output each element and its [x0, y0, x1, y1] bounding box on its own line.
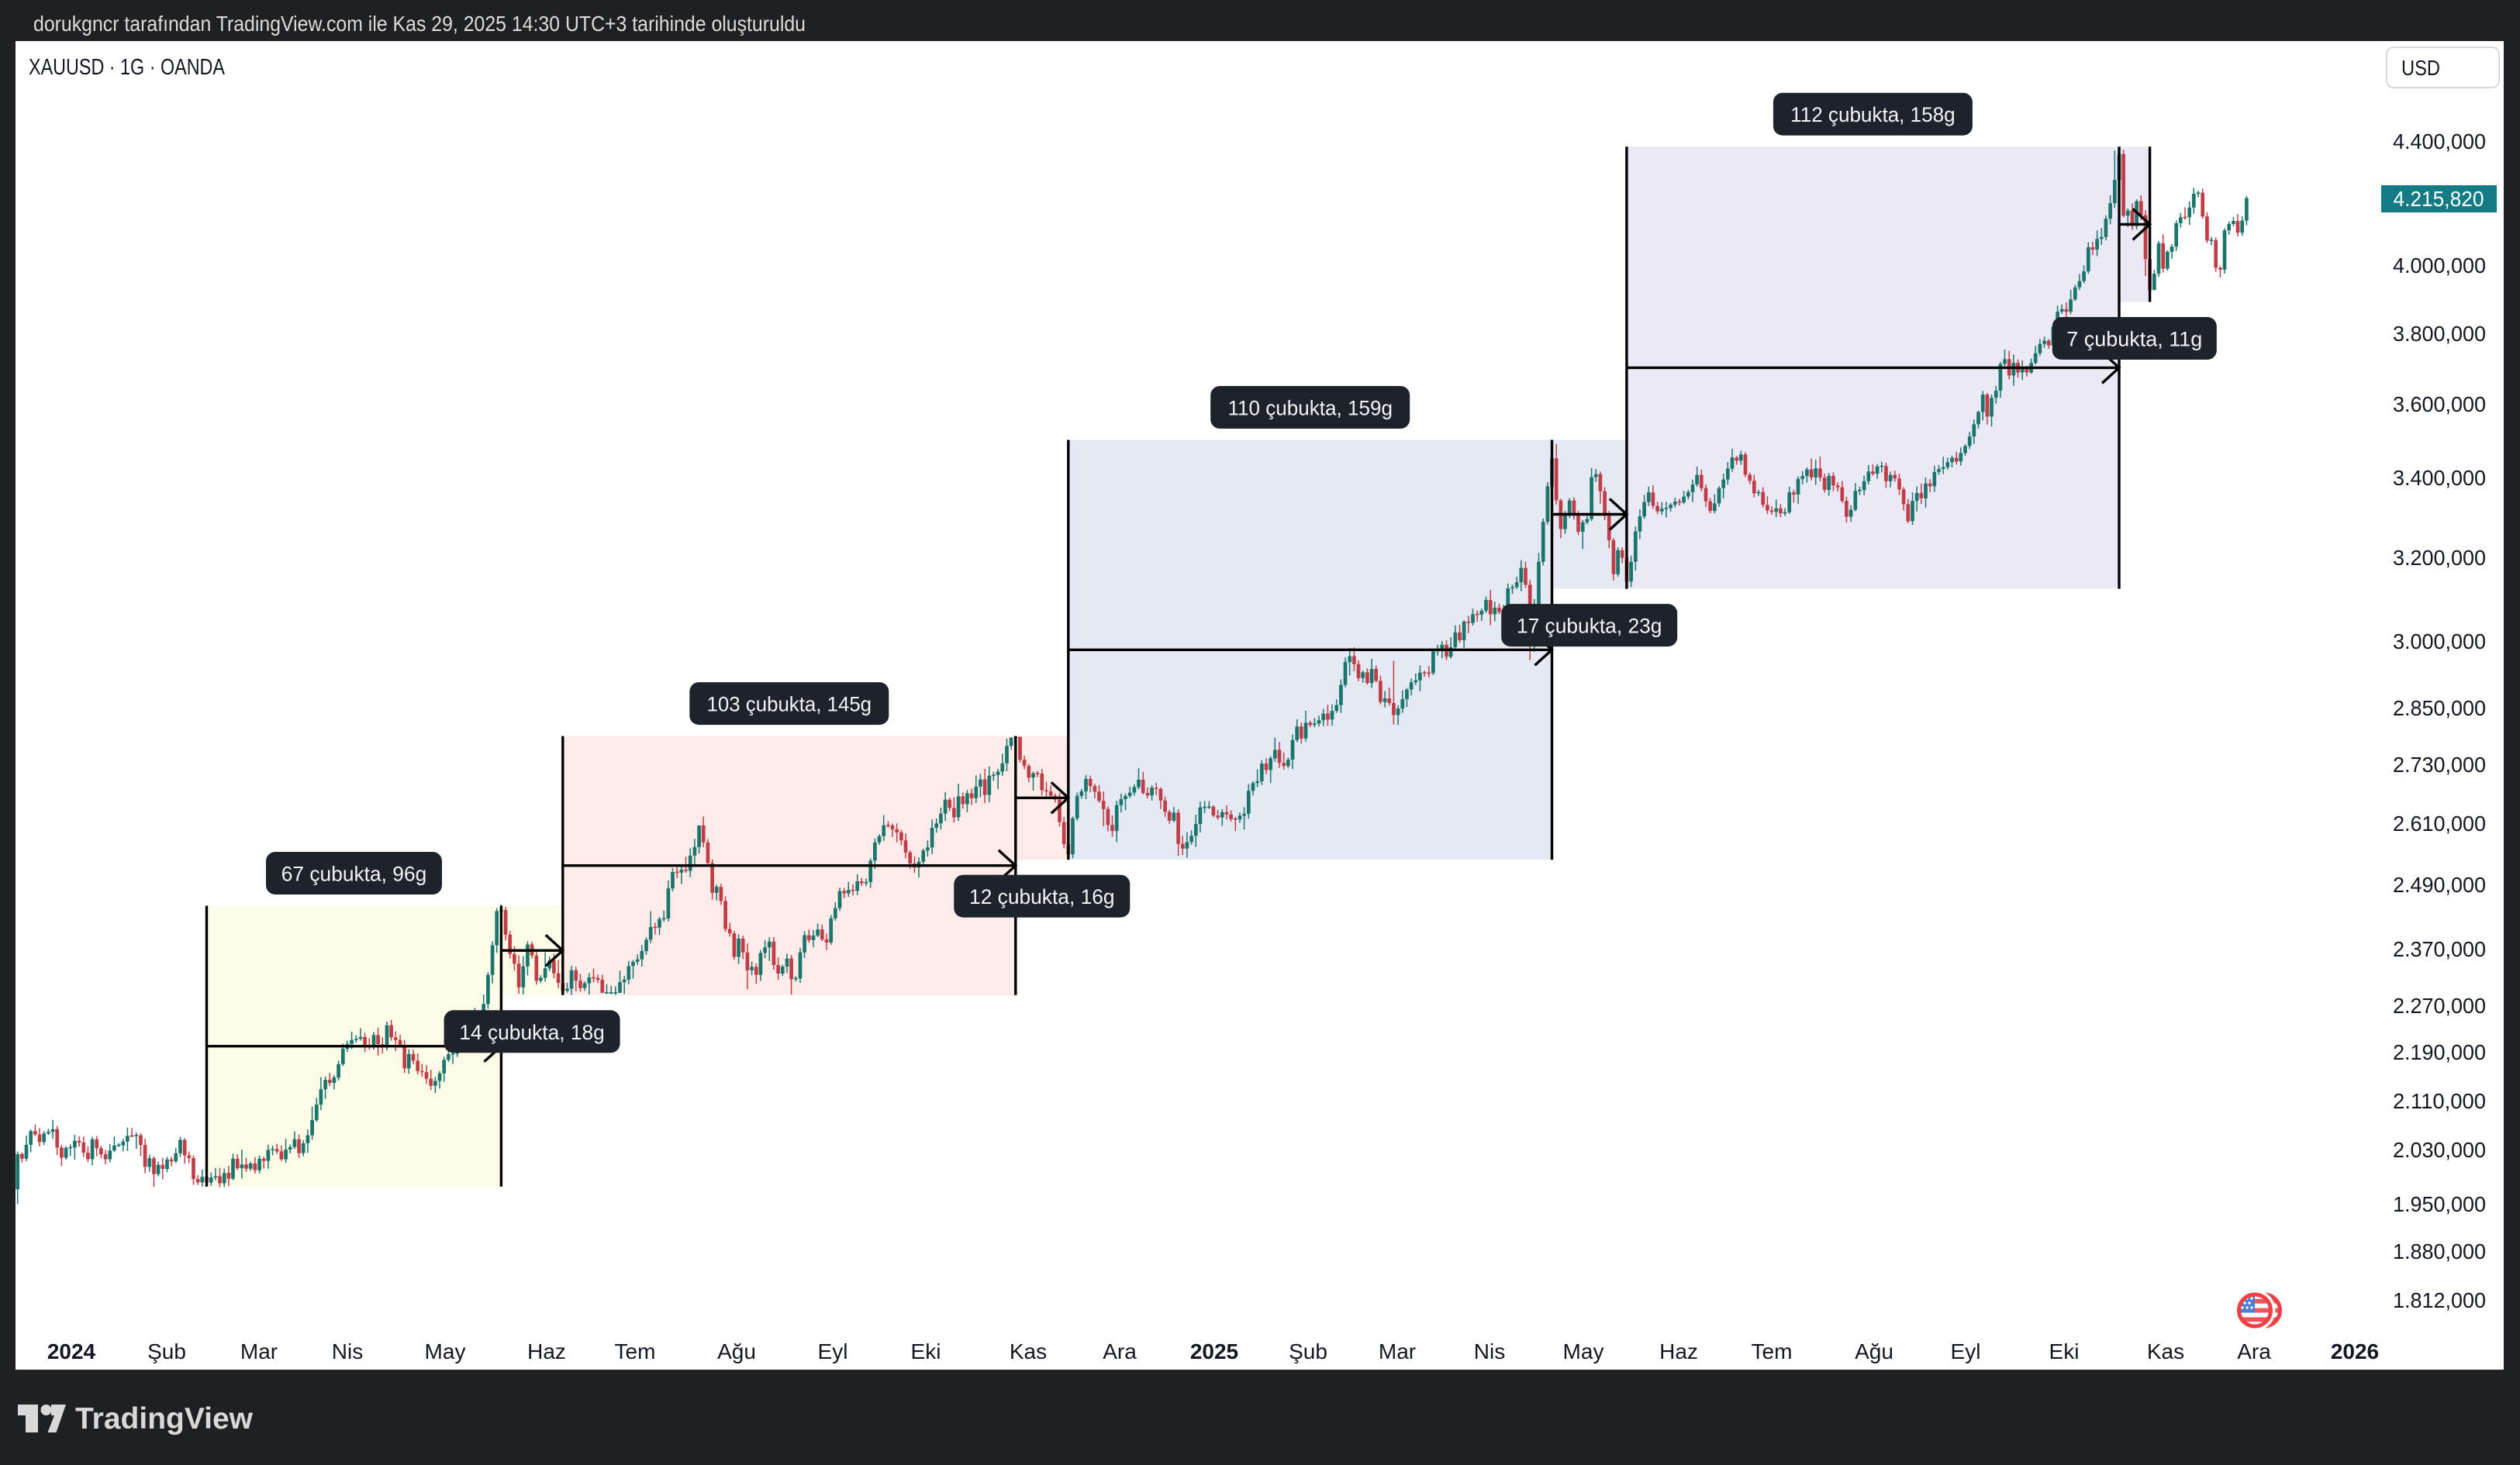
- svg-text:Mar: Mar: [240, 1339, 278, 1363]
- svg-text:Şub: Şub: [147, 1339, 186, 1363]
- svg-text:Eki: Eki: [2049, 1339, 2080, 1363]
- svg-text:2.190,000: 2.190,000: [2393, 1040, 2486, 1064]
- svg-text:4.000,000: 4.000,000: [2393, 253, 2486, 277]
- svg-text:May: May: [1563, 1339, 1604, 1363]
- svg-text:dorukgncr tarafından TradingVi: dorukgncr tarafından TradingView.com ile…: [33, 12, 806, 36]
- svg-text:Mar: Mar: [1379, 1339, 1416, 1363]
- svg-text:3.600,000: 3.600,000: [2393, 392, 2486, 416]
- svg-text:3.000,000: 3.000,000: [2393, 629, 2486, 653]
- svg-text:4.215,820: 4.215,820: [2394, 187, 2484, 211]
- svg-text:XAUUSD · 1G · OANDA: XAUUSD · 1G · OANDA: [29, 55, 226, 80]
- svg-text:2.370,000: 2.370,000: [2393, 937, 2486, 961]
- svg-text:2025: 2025: [1190, 1339, 1238, 1363]
- svg-text:Ara: Ara: [2237, 1339, 2271, 1363]
- svg-text:Ara: Ara: [1103, 1339, 1137, 1363]
- svg-text:2.030,000: 2.030,000: [2393, 1138, 2486, 1162]
- svg-text:Nis: Nis: [332, 1339, 363, 1363]
- svg-text:Haz: Haz: [1659, 1339, 1698, 1363]
- svg-text:110 çubukta, 159g: 110 çubukta, 159g: [1227, 397, 1393, 420]
- svg-text:2024: 2024: [47, 1339, 96, 1363]
- svg-text:14 çubukta, 18g: 14 çubukta, 18g: [459, 1021, 605, 1044]
- svg-text:Şub: Şub: [1289, 1339, 1327, 1363]
- svg-text:2026: 2026: [2331, 1339, 2379, 1363]
- svg-text:3.400,000: 3.400,000: [2393, 466, 2486, 490]
- svg-text:1.950,000: 1.950,000: [2393, 1192, 2486, 1216]
- svg-text:1.880,000: 1.880,000: [2393, 1239, 2486, 1263]
- svg-text:67 çubukta, 96g: 67 çubukta, 96g: [281, 863, 427, 886]
- svg-text:3.800,000: 3.800,000: [2393, 322, 2486, 346]
- svg-text:Nis: Nis: [1474, 1339, 1505, 1363]
- svg-text:103 çubukta, 145g: 103 çubukta, 145g: [707, 693, 872, 716]
- svg-text:TradingView: TradingView: [75, 1402, 254, 1436]
- svg-text:17 çubukta, 23g: 17 çubukta, 23g: [1517, 615, 1662, 638]
- svg-text:2.730,000: 2.730,000: [2393, 753, 2486, 777]
- svg-text:1.812,000: 1.812,000: [2393, 1288, 2486, 1312]
- svg-text:USD: USD: [2401, 56, 2440, 80]
- svg-text:7 çubukta, 11g: 7 çubukta, 11g: [2066, 328, 2202, 351]
- svg-text:Haz: Haz: [527, 1339, 566, 1363]
- svg-text:Kas: Kas: [2147, 1339, 2184, 1363]
- svg-text:2.490,000: 2.490,000: [2393, 873, 2486, 897]
- svg-text:2.850,000: 2.850,000: [2393, 696, 2486, 720]
- svg-text:May: May: [425, 1339, 466, 1363]
- svg-text:Kas: Kas: [1010, 1339, 1047, 1363]
- svg-text:2.270,000: 2.270,000: [2393, 994, 2486, 1018]
- svg-text:12 çubukta, 16g: 12 çubukta, 16g: [969, 885, 1115, 908]
- svg-text:112 çubukta, 158g: 112 çubukta, 158g: [1790, 103, 1956, 126]
- svg-text:Ağu: Ağu: [717, 1339, 756, 1363]
- svg-text:4.400,000: 4.400,000: [2393, 129, 2486, 153]
- svg-text:Tem: Tem: [615, 1339, 656, 1363]
- svg-text:Eki: Eki: [911, 1339, 941, 1363]
- svg-text:Eyl: Eyl: [818, 1339, 848, 1363]
- svg-text:Tem: Tem: [1752, 1339, 1793, 1363]
- svg-text:Eyl: Eyl: [1951, 1339, 1981, 1363]
- svg-text:2.610,000: 2.610,000: [2393, 812, 2486, 836]
- svg-text:3.200,000: 3.200,000: [2393, 546, 2486, 570]
- svg-text:2.110,000: 2.110,000: [2393, 1089, 2486, 1113]
- svg-text:Ağu: Ağu: [1855, 1339, 1893, 1363]
